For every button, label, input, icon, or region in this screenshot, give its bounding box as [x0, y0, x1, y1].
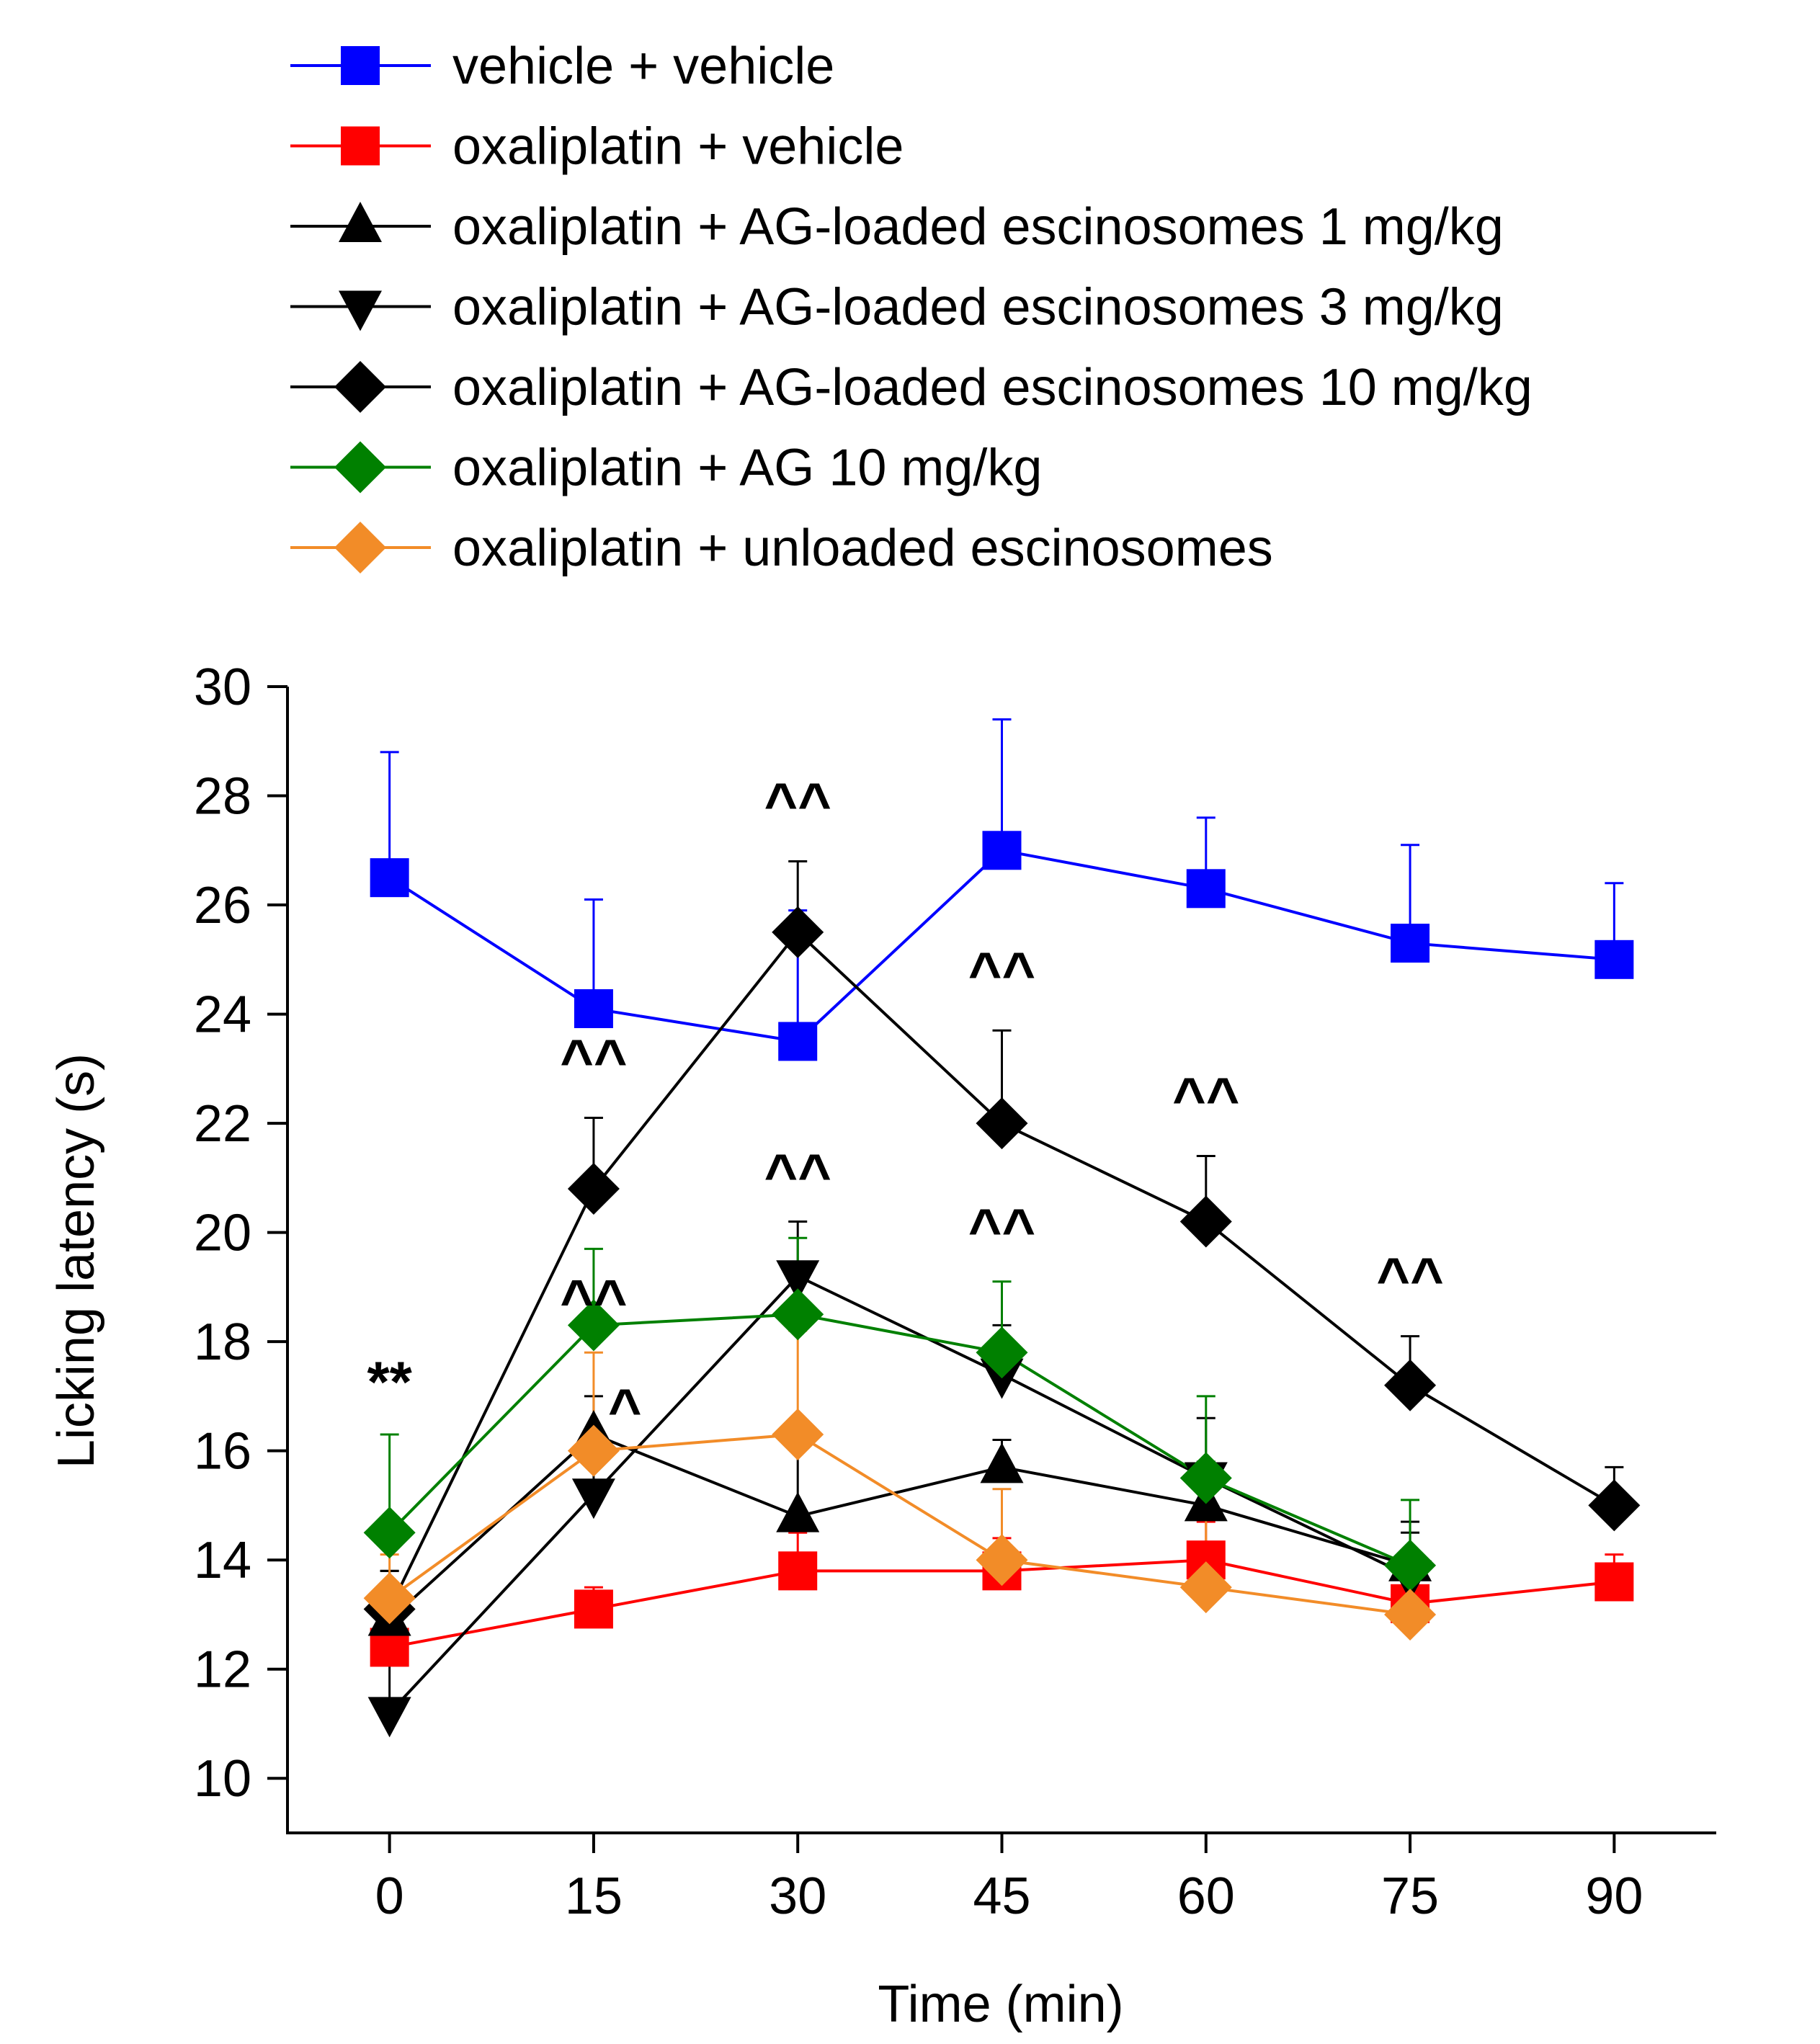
- x-tick-label: 75: [1381, 1867, 1439, 1925]
- y-tick-label: 22: [194, 1095, 251, 1153]
- data-point: [982, 831, 1022, 870]
- data-point: [772, 906, 824, 958]
- data-point: [772, 1408, 824, 1460]
- data-point: [571, 1478, 615, 1519]
- data-point: [367, 1697, 411, 1738]
- legend-marker: [341, 126, 380, 166]
- y-tick-label: 26: [194, 877, 251, 934]
- data-point: [980, 1442, 1024, 1483]
- data-point: [976, 1097, 1028, 1150]
- data-point: [370, 858, 409, 898]
- significance-marker: ^^: [560, 1027, 627, 1092]
- data-point: [1384, 1359, 1437, 1411]
- data-point: [1179, 1561, 1232, 1614]
- x-tick-label: 30: [769, 1867, 826, 1925]
- y-axis-label: Licking latency (s): [48, 1053, 105, 1468]
- y-tick-label: 20: [194, 1205, 251, 1262]
- data-point: [574, 988, 613, 1028]
- data-point: [778, 1551, 818, 1591]
- y-tick-label: 28: [194, 768, 251, 826]
- significance-marker: ^^: [560, 1268, 627, 1332]
- data-point: [776, 1260, 820, 1301]
- significance-marker: ^^: [764, 1143, 831, 1207]
- legend-label: oxaliplatin + AG-loaded escinosomes 3 mg…: [452, 279, 1504, 336]
- y-tick-label: 10: [194, 1750, 251, 1808]
- data-point: [1179, 1452, 1232, 1504]
- legend-label: oxaliplatin + vehicle: [452, 118, 904, 176]
- x-tick-label: 45: [973, 1867, 1030, 1925]
- y-tick-label: 30: [194, 659, 251, 716]
- data-point: [772, 1288, 824, 1341]
- axes: 10 12 14 16 18 20 22 24 26 28 30 0 15 30 45 60 75 90 Lic…: [48, 659, 1716, 2033]
- legend-marker: [334, 441, 386, 494]
- data-point: [976, 1534, 1028, 1586]
- data-point: [1179, 1195, 1232, 1248]
- x-tick-label: 90: [1585, 1867, 1643, 1925]
- data-point: [363, 1572, 416, 1625]
- data-point: [1391, 924, 1430, 963]
- series-line: [388, 1432, 1411, 1616]
- data-point: [778, 1022, 818, 1061]
- y-tick-label: 18: [194, 1313, 251, 1371]
- significance-marker: ^^: [1376, 1246, 1443, 1311]
- data-point: [363, 1507, 416, 1559]
- data-point: [567, 1299, 620, 1352]
- x-axis-label: Time (min): [878, 1976, 1123, 2033]
- data-point: [1594, 940, 1634, 979]
- legend-marker: [339, 202, 382, 242]
- x-tick-label: 15: [565, 1867, 623, 1925]
- series-markers: [363, 831, 1641, 1738]
- legend-label: oxaliplatin + AG-loaded escinosomes 1 mg…: [452, 198, 1504, 256]
- legend-marker: [339, 290, 382, 331]
- data-point: [574, 1589, 613, 1629]
- significance-marker: ^^: [968, 940, 1035, 1004]
- legend-label: oxaliplatin + unloaded escinosomes: [452, 519, 1273, 577]
- data-point: [1384, 1539, 1437, 1592]
- legend-marker: [334, 361, 386, 413]
- data-point: [1186, 869, 1226, 909]
- data-point: [980, 1358, 1024, 1399]
- y-tick-label: 16: [194, 1423, 251, 1481]
- x-ticks: 0 15 30 45 60 75 90: [375, 1833, 1643, 1925]
- legend-label: oxaliplatin + AG 10 mg/kg: [452, 439, 1042, 497]
- data-point: [1588, 1479, 1641, 1532]
- y-tick-label: 24: [194, 986, 251, 1044]
- significance-marker: ^^: [968, 1197, 1035, 1261]
- data-point: [567, 1424, 620, 1477]
- data-point: [1384, 1588, 1437, 1641]
- y-tick-label: 12: [194, 1641, 251, 1699]
- legend-label: vehicle + vehicle: [452, 37, 834, 95]
- x-tick-label: 60: [1177, 1867, 1235, 1925]
- legend-marker: [341, 46, 380, 85]
- y-tick-label: 14: [194, 1532, 251, 1589]
- data-point: [567, 1163, 620, 1215]
- data-point: [1594, 1562, 1634, 1602]
- legend: vehicle + vehicle oxaliplatin + vehicle ox…: [290, 37, 1533, 577]
- y-ticks: 10 12 14 16 18 20 22 24 26 28 30: [194, 659, 287, 1808]
- significance-annotations: **^^^^^^^^^^^^^^^^^: [367, 771, 1444, 1441]
- significance-marker: ^^: [764, 771, 831, 835]
- data-point: [976, 1326, 1028, 1379]
- legend-marker: [334, 522, 386, 574]
- x-tick-label: 0: [375, 1867, 404, 1925]
- significance-marker: **: [367, 1349, 413, 1414]
- series-line: [388, 1432, 1411, 1622]
- significance-marker: ^^: [1172, 1066, 1239, 1130]
- significance-marker: ^: [608, 1377, 642, 1441]
- data-point: [776, 1491, 820, 1532]
- legend-label: oxaliplatin + AG-loaded escinosomes 10 m…: [452, 359, 1533, 416]
- series-line: [388, 1313, 1411, 1567]
- series-line: [388, 1274, 1411, 1714]
